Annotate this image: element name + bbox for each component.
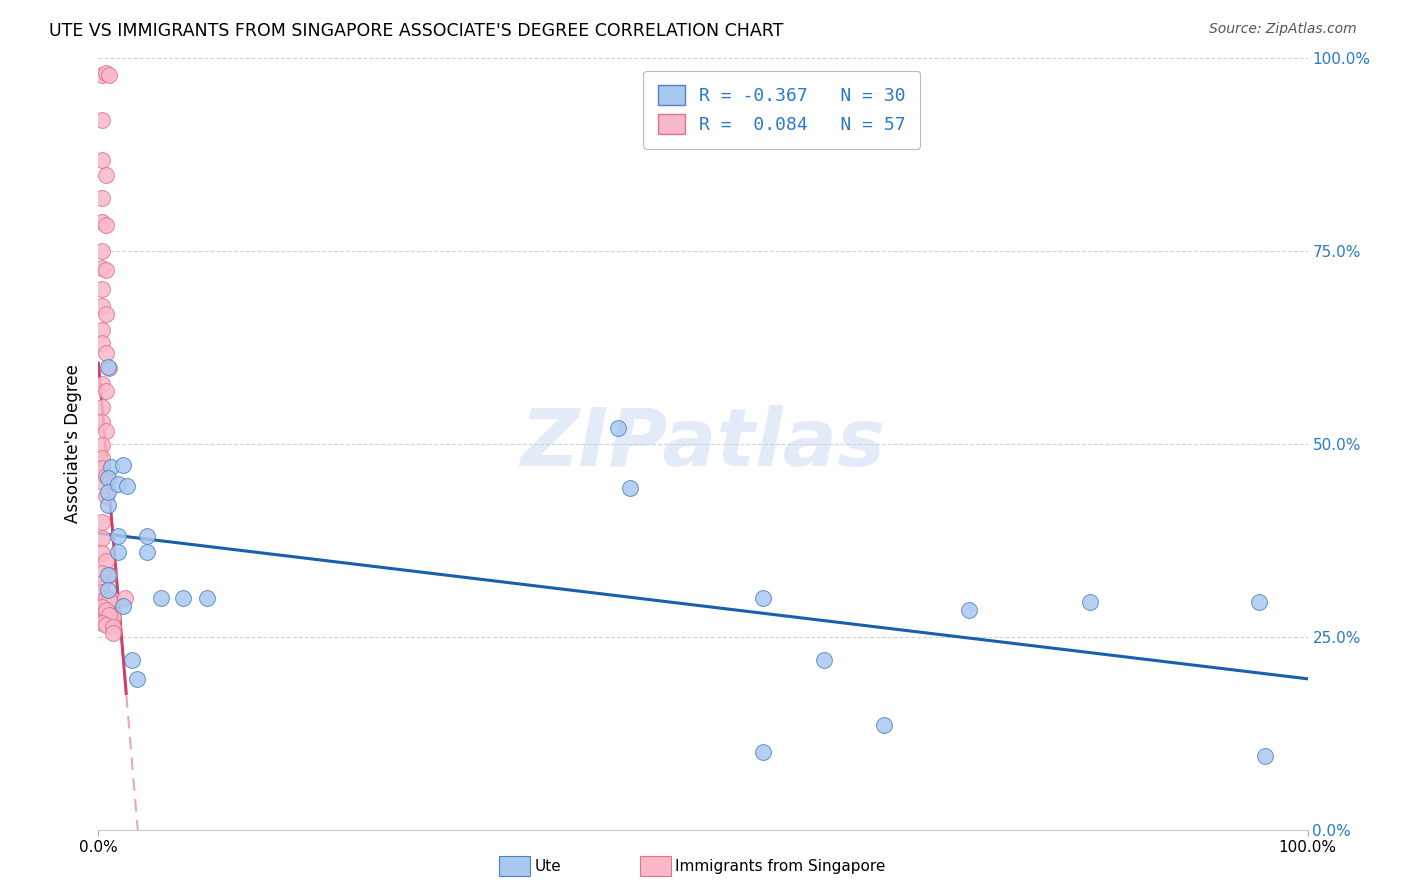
Point — [117, 479, 139, 493]
Point — [91, 336, 114, 351]
Point — [91, 214, 114, 228]
Point — [752, 591, 775, 605]
Point — [107, 529, 129, 543]
Point — [1249, 595, 1271, 609]
Point — [195, 591, 218, 605]
Point — [107, 476, 129, 491]
Point — [91, 260, 114, 275]
Point — [91, 300, 114, 314]
Point — [101, 592, 124, 607]
Text: Immigrants from Singapore: Immigrants from Singapore — [675, 859, 886, 873]
Point — [91, 153, 114, 167]
Point — [91, 438, 114, 452]
Legend: R = -0.367   N = 30, R =  0.084   N = 57: R = -0.367 N = 30, R = 0.084 N = 57 — [643, 70, 920, 149]
Point — [91, 531, 114, 545]
Point — [91, 592, 114, 607]
Point — [94, 602, 117, 616]
Point — [97, 499, 120, 513]
Point — [91, 516, 114, 530]
Point — [91, 566, 114, 581]
Point — [94, 263, 117, 277]
Point — [94, 554, 117, 568]
Point — [94, 345, 117, 359]
Point — [752, 745, 775, 759]
Point — [91, 68, 114, 82]
Point — [135, 529, 157, 543]
Point — [91, 376, 114, 391]
Point — [101, 607, 124, 621]
Point — [121, 653, 143, 667]
Point — [91, 244, 114, 258]
Point — [91, 575, 114, 590]
Point — [91, 575, 114, 590]
Point — [91, 450, 114, 465]
Point — [98, 613, 121, 627]
Point — [91, 282, 114, 296]
Point — [97, 471, 120, 485]
Point — [94, 219, 117, 233]
Point — [94, 66, 117, 80]
Y-axis label: Associate's Degree: Associate's Degree — [65, 364, 83, 524]
Point — [127, 672, 149, 686]
Point — [107, 545, 129, 559]
Text: UTE VS IMMIGRANTS FROM SINGAPORE ASSOCIATE'S DEGREE CORRELATION CHART: UTE VS IMMIGRANTS FROM SINGAPORE ASSOCIA… — [49, 22, 783, 40]
Point — [94, 609, 117, 624]
Point — [94, 425, 117, 439]
Point — [91, 546, 114, 560]
Point — [94, 384, 117, 399]
Point — [101, 625, 124, 640]
Point — [97, 568, 120, 582]
Point — [94, 489, 117, 503]
Point — [97, 583, 120, 598]
Point — [91, 400, 114, 414]
Point — [98, 592, 121, 607]
Point — [873, 718, 896, 732]
Point — [97, 359, 120, 374]
Point — [91, 461, 114, 475]
Point — [91, 475, 114, 490]
Point — [91, 600, 114, 615]
Point — [111, 599, 134, 613]
Point — [91, 456, 114, 470]
Point — [91, 585, 114, 599]
Point — [97, 484, 120, 499]
Point — [607, 421, 630, 435]
Point — [91, 322, 114, 336]
Point — [94, 168, 117, 182]
Point — [94, 591, 117, 605]
Point — [98, 361, 121, 376]
Point — [1078, 595, 1101, 609]
Point — [98, 568, 121, 582]
Point — [94, 469, 117, 483]
Point — [619, 481, 641, 495]
Point — [100, 459, 122, 474]
Text: Ute: Ute — [534, 859, 561, 873]
Point — [94, 307, 117, 321]
Point — [94, 618, 117, 632]
Point — [957, 602, 980, 616]
Point — [150, 591, 173, 605]
Point — [91, 112, 114, 127]
Point — [114, 591, 136, 605]
Text: ZIPatlas: ZIPatlas — [520, 405, 886, 483]
Point — [91, 415, 114, 429]
Point — [813, 653, 835, 667]
Point — [101, 610, 124, 624]
Point — [172, 591, 194, 605]
Text: Source: ZipAtlas.com: Source: ZipAtlas.com — [1209, 22, 1357, 37]
Point — [91, 615, 114, 630]
Point — [111, 458, 134, 473]
Point — [135, 545, 157, 559]
Point — [98, 608, 121, 623]
Point — [98, 68, 121, 82]
Point — [91, 607, 114, 621]
Point — [91, 191, 114, 205]
Point — [101, 620, 124, 634]
Point — [1254, 749, 1277, 764]
